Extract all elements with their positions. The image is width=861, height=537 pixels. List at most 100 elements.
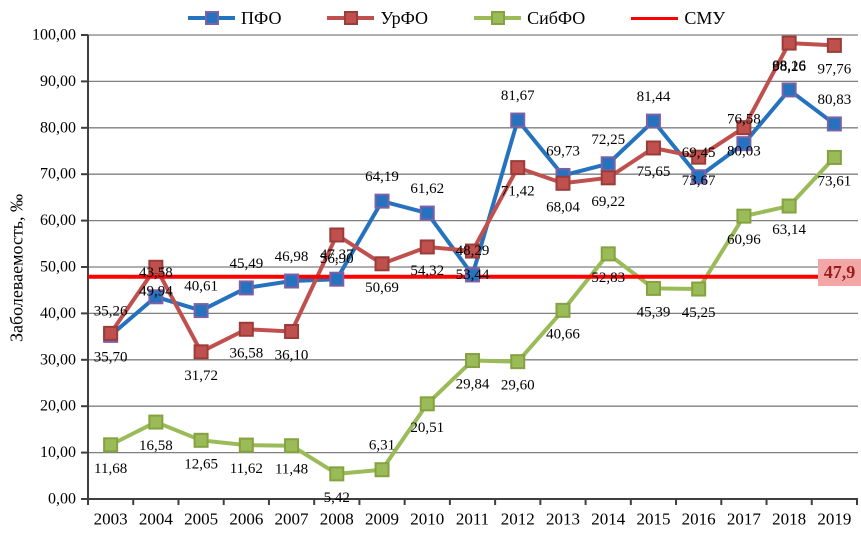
data-point-СибФО xyxy=(329,466,345,482)
legend-label: ПФО xyxy=(241,8,282,28)
data-point-СибФО xyxy=(600,246,616,262)
legend-line-icon xyxy=(631,16,679,20)
y-tick-label: 100,00 xyxy=(32,27,76,44)
data-label-ПФО: 88,16 xyxy=(772,58,806,74)
data-point-УрФО xyxy=(238,321,254,337)
data-label-ПФО: 46,98 xyxy=(275,249,309,265)
legend-label: СибФО xyxy=(527,8,586,28)
x-tick-label: 2012 xyxy=(501,510,535,529)
y-tick-label: 30,00 xyxy=(40,351,76,368)
data-label-СибФО: 63,14 xyxy=(772,222,806,238)
data-label-ПФО: 47,37 xyxy=(320,247,354,263)
data-label-ПФО: 48,29 xyxy=(456,243,490,259)
x-tick-label: 2013 xyxy=(546,510,580,529)
data-point-ПФО xyxy=(465,267,480,283)
data-label-УрФО: 35,70 xyxy=(94,349,128,365)
data-point-УрФО xyxy=(600,170,616,186)
data-point-ПФО xyxy=(736,136,752,152)
legend-item-pfo[interactable]: ПФО xyxy=(188,9,281,27)
data-point-СибФО xyxy=(284,438,300,454)
data-label-СибФО: 45,39 xyxy=(637,304,671,320)
y-tick-label: 90,00 xyxy=(40,73,76,90)
x-tick-label: 2010 xyxy=(410,510,444,529)
data-label-СибФО: 12,65 xyxy=(184,456,218,472)
data-point-УрФО xyxy=(645,140,661,156)
legend-label: УрФО xyxy=(380,8,429,28)
x-tick-label: 2005 xyxy=(184,510,218,529)
data-label-УрФО: 54,32 xyxy=(410,263,444,279)
data-label-УрФО: 50,69 xyxy=(365,280,399,296)
legend-item-urfo[interactable]: УрФО xyxy=(327,9,428,27)
data-label-УрФО: 98,26 xyxy=(772,59,806,75)
data-label-УрФО: 49,94 xyxy=(139,283,173,299)
data-label-ПФО: 81,44 xyxy=(637,89,671,105)
y-tick-label: 10,00 xyxy=(40,444,76,461)
legend-line-marker-icon xyxy=(188,11,235,25)
data-point-СибФО xyxy=(645,280,661,296)
data-point-СибФО xyxy=(826,149,842,165)
data-point-УрФО xyxy=(781,35,797,51)
data-label-ПФО: 61,62 xyxy=(410,181,444,197)
y-tick-label: 60,00 xyxy=(40,212,76,229)
legend-item-sibfo[interactable]: СибФО xyxy=(474,9,585,27)
y-tick-label: 20,00 xyxy=(40,398,76,415)
data-point-УрФО xyxy=(419,239,435,255)
data-label-УрФО: 75,65 xyxy=(637,164,671,180)
x-tick-label: 2016 xyxy=(682,510,716,529)
data-point-УрФО xyxy=(148,259,164,275)
x-tick-label: 2007 xyxy=(275,510,310,529)
data-point-УрФО xyxy=(555,175,571,191)
data-label-СибФО: 29,84 xyxy=(456,377,490,393)
data-label-СибФО: 52,83 xyxy=(591,270,625,286)
data-point-ПФО xyxy=(238,280,254,296)
data-label-УрФО: 53,44 xyxy=(456,267,490,283)
x-tick-label: 2017 xyxy=(727,510,762,529)
series-line-УрФО xyxy=(108,41,837,354)
y-tick-label: 70,00 xyxy=(40,166,76,183)
data-point-ПФО xyxy=(148,289,164,305)
data-point-УрФО xyxy=(826,37,842,53)
data-point-ПФО xyxy=(691,169,707,185)
data-point-ПФО xyxy=(826,116,842,132)
data-label-СибФО: 6,31 xyxy=(369,438,395,454)
smu-value-badge: 47,9 xyxy=(818,259,861,286)
data-point-УрФО xyxy=(510,160,526,176)
data-point-СибФО xyxy=(103,437,119,453)
data-label-СибФО: 29,60 xyxy=(501,378,535,394)
data-point-СибФО xyxy=(148,414,164,430)
data-label-СибФО: 11,48 xyxy=(275,462,308,478)
data-point-ПФО xyxy=(600,156,616,172)
data-point-СибФО xyxy=(419,396,435,412)
chart-legend: ПФО УрФО СибФО СМУ xyxy=(188,5,725,31)
series-line-СибФО xyxy=(108,155,837,476)
data-label-СибФО: 16,58 xyxy=(139,438,173,454)
x-tick-label: 2006 xyxy=(229,510,263,529)
data-label-СибФО: 5,42 xyxy=(324,490,350,506)
data-label-СибФО: 45,25 xyxy=(682,305,716,321)
y-tick-label: 40,00 xyxy=(40,305,76,322)
data-label-СибФО: 11,62 xyxy=(230,461,263,477)
data-point-УрФО xyxy=(465,243,480,259)
legend-label: СМУ xyxy=(684,8,726,28)
x-tick-label: 2014 xyxy=(591,510,626,529)
data-label-УрФО: 68,04 xyxy=(546,199,580,215)
series-line-ПФО xyxy=(108,87,837,338)
legend-item-smu[interactable]: СМУ xyxy=(631,9,725,27)
data-label-ПФО: 69,73 xyxy=(546,143,580,159)
data-label-СибФО: 60,96 xyxy=(727,232,761,248)
data-label-ПФО: 76,58 xyxy=(727,112,761,128)
data-point-УрФО xyxy=(284,323,300,339)
data-label-УрФО: 69,22 xyxy=(591,194,625,210)
data-label-УрФО: 97,76 xyxy=(818,61,852,77)
data-label-ПФО: 72,25 xyxy=(591,132,625,148)
data-label-ПФО: 69,45 xyxy=(682,145,716,161)
data-point-СибФО xyxy=(465,353,480,369)
x-tick-label: 2008 xyxy=(320,510,354,529)
data-point-УрФО xyxy=(691,149,707,165)
y-tick-label: 80,00 xyxy=(40,119,76,136)
data-label-ПФО: 35,26 xyxy=(94,303,128,319)
y-tick-label: 50,00 xyxy=(40,259,76,276)
data-label-ПФО: 64,19 xyxy=(365,169,399,185)
